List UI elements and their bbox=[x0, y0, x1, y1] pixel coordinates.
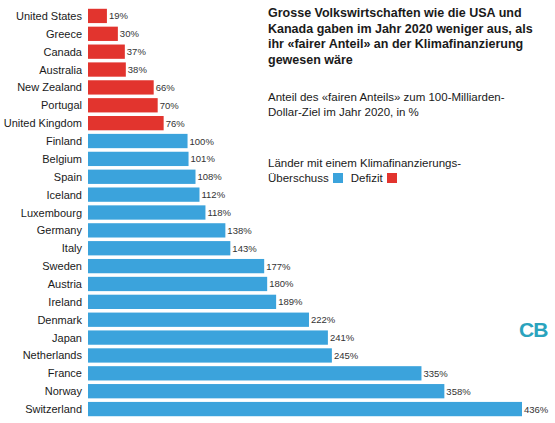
legend-swatch bbox=[387, 173, 397, 183]
data-label: 19% bbox=[109, 10, 129, 21]
data-label: 70% bbox=[160, 100, 180, 111]
bar bbox=[88, 330, 328, 344]
legend: Länder mit einem Klimafinanzierungs-Über… bbox=[268, 156, 538, 186]
bar bbox=[88, 116, 164, 130]
data-label: 112% bbox=[201, 189, 225, 200]
legend-label: Überschuss bbox=[268, 172, 329, 184]
category-label: Portugal bbox=[41, 99, 82, 111]
category-label: Greece bbox=[46, 28, 82, 40]
category-label: Australia bbox=[39, 64, 83, 76]
bar bbox=[88, 295, 276, 309]
bar bbox=[88, 384, 444, 398]
category-label: Canada bbox=[43, 46, 82, 58]
labels: United States 19% Greece 30% Canada 37% Austra… bbox=[4, 10, 549, 415]
data-label: 241% bbox=[330, 332, 355, 343]
category-label: Belgium bbox=[42, 153, 82, 165]
data-label: 66% bbox=[156, 82, 176, 93]
category-label: France bbox=[48, 367, 82, 379]
bar bbox=[88, 27, 118, 41]
bar bbox=[88, 152, 189, 166]
category-label: Germany bbox=[37, 224, 83, 236]
legend-label: Defizit bbox=[351, 172, 383, 184]
category-label: Japan bbox=[52, 332, 82, 344]
bar bbox=[88, 313, 309, 327]
data-label: 101% bbox=[191, 153, 216, 164]
legend-swatch bbox=[333, 173, 343, 183]
bar bbox=[88, 205, 205, 219]
category-label: Sweden bbox=[42, 260, 82, 272]
legend-entries: Überschuss Defizit bbox=[268, 171, 538, 186]
bar bbox=[88, 348, 332, 362]
source-logo: CB bbox=[519, 318, 547, 342]
bar bbox=[88, 241, 230, 255]
category-label: Iceland bbox=[47, 189, 82, 201]
data-label: 108% bbox=[198, 171, 223, 182]
bar bbox=[88, 277, 267, 291]
data-label: 118% bbox=[207, 207, 231, 218]
bar bbox=[88, 62, 126, 76]
data-label: 245% bbox=[334, 350, 359, 361]
data-label: 189% bbox=[278, 296, 303, 307]
category-label: Italy bbox=[62, 242, 83, 254]
data-label: 76% bbox=[166, 118, 186, 129]
data-label: 358% bbox=[446, 386, 471, 397]
data-label: 138% bbox=[227, 225, 252, 236]
bar bbox=[88, 187, 199, 201]
category-label: Denmark bbox=[37, 314, 82, 326]
category-label: United Kingdom bbox=[4, 117, 82, 129]
bar bbox=[88, 98, 158, 112]
bar bbox=[88, 402, 522, 416]
category-label: Austria bbox=[48, 278, 83, 290]
bar bbox=[88, 223, 225, 237]
category-label: Norway bbox=[45, 385, 83, 397]
data-label: 30% bbox=[120, 28, 140, 39]
bar bbox=[88, 134, 188, 148]
data-label: 37% bbox=[127, 46, 147, 57]
category-label: Spain bbox=[54, 171, 82, 183]
category-label: Ireland bbox=[48, 296, 82, 308]
category-label: Luxembourg bbox=[21, 207, 82, 219]
data-label: 222% bbox=[311, 314, 336, 325]
category-label: Switzerland bbox=[25, 403, 82, 415]
data-label: 436% bbox=[524, 404, 549, 415]
category-label: Finland bbox=[46, 135, 82, 147]
data-label: 335% bbox=[423, 368, 448, 379]
bars bbox=[88, 9, 522, 416]
data-label: 100% bbox=[190, 136, 215, 147]
legend-title: Länder mit einem Klimafinanzierungs- bbox=[268, 156, 538, 171]
category-label: Netherlands bbox=[23, 349, 83, 361]
title: Grosse Volkswirtschaften wie die USA und… bbox=[268, 6, 550, 68]
data-label: 38% bbox=[128, 64, 148, 75]
bar bbox=[88, 170, 196, 184]
category-label: United States bbox=[16, 10, 83, 22]
bar bbox=[88, 366, 421, 380]
bar bbox=[88, 9, 107, 23]
data-label: 180% bbox=[269, 278, 294, 289]
subtitle: Anteil des «fairen Anteils» zum 100-Mill… bbox=[268, 90, 518, 119]
bar bbox=[88, 45, 125, 59]
data-label: 177% bbox=[266, 261, 291, 272]
bar bbox=[88, 259, 264, 273]
bar bbox=[88, 80, 154, 94]
category-label: New Zealand bbox=[17, 81, 82, 93]
data-label: 143% bbox=[232, 243, 257, 254]
